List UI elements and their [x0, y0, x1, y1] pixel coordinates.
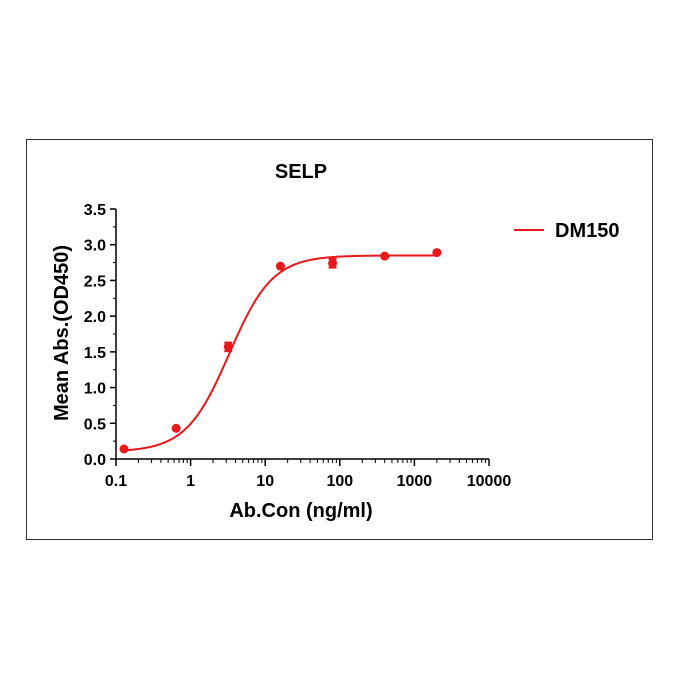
y-tick-label: 2.0 — [84, 309, 106, 326]
y-tick-label: 0.0 — [84, 452, 106, 469]
y-tick-label: 1.5 — [84, 345, 106, 362]
x-tick-label: 100 — [326, 473, 353, 490]
x-tick-label: 1 — [186, 473, 195, 490]
fit-curve — [123, 254, 437, 452]
plot-marks — [119, 248, 442, 454]
x-axis-label: Ab.Con (ng/ml) — [229, 500, 372, 522]
y-tick-label: 3.5 — [84, 202, 106, 219]
chart-frame — [26, 139, 653, 540]
data-point — [223, 342, 233, 352]
y-tick-label: 3.0 — [84, 238, 106, 255]
y-tick-label: 1.0 — [84, 381, 106, 398]
x-tick-label: 10000 — [467, 473, 512, 490]
chart-title: SELP — [275, 161, 327, 183]
y-tick-label: 0.5 — [84, 416, 106, 433]
data-point — [119, 444, 129, 454]
x-tick-label: 0.1 — [105, 473, 127, 490]
x-tick-label: 10 — [256, 473, 274, 490]
y-axis-label: Mean Abs.(OD450) — [51, 245, 73, 421]
x-tick-label: 1000 — [397, 473, 433, 490]
data-point — [275, 261, 285, 271]
y-tick-label: 2.5 — [84, 273, 106, 290]
data-point — [328, 258, 338, 268]
axes: 0.0 0.5 1.0 1.5 2.0 2.5 3.0 3.5 0.1 1 10 100 1000 100… — [84, 202, 512, 490]
data-point — [171, 423, 181, 433]
legend-label: DM150 — [555, 220, 619, 242]
legend: DM150 — [514, 220, 619, 242]
data-point — [380, 251, 390, 261]
data-point — [432, 248, 442, 258]
